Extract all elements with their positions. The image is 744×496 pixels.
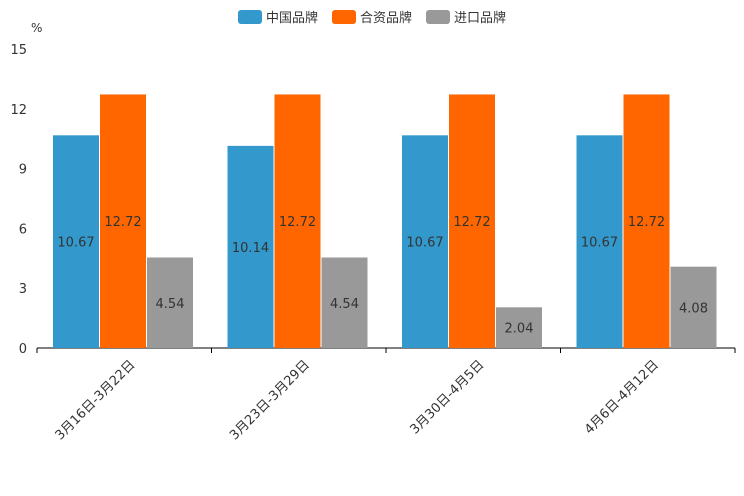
x-tick-label: 3月30日-4月5日 bbox=[407, 358, 487, 438]
data-label: 2.04 bbox=[505, 322, 534, 337]
data-label: 12.72 bbox=[279, 215, 316, 230]
legend-item-3[interactable]: 进口品牌 bbox=[426, 7, 506, 26]
bar-3-1 bbox=[147, 257, 193, 348]
bar-2-4 bbox=[623, 94, 670, 348]
y-tick-label: 9 bbox=[19, 163, 27, 178]
x-tick-label: 4月6日-4月12日 bbox=[582, 358, 662, 438]
legend-swatch bbox=[237, 9, 262, 24]
legend-swatch bbox=[331, 9, 356, 24]
chart-legend: 中国品牌 合资品牌 进口品牌 bbox=[0, 7, 744, 26]
bar-1-3 bbox=[402, 135, 448, 348]
bar-2-2 bbox=[274, 94, 321, 348]
legend-label: 合资品牌 bbox=[359, 11, 412, 26]
bar-1-2 bbox=[227, 145, 274, 348]
bar-3-2 bbox=[321, 257, 368, 348]
y-axis-unit: % bbox=[31, 21, 43, 35]
y-tick-label: 3 bbox=[19, 282, 27, 297]
bar-3-3 bbox=[496, 307, 542, 348]
y-tick-label: 15 bbox=[10, 43, 27, 58]
data-label: 4.08 bbox=[679, 301, 708, 316]
legend-label: 进口品牌 bbox=[454, 11, 507, 26]
data-label: 12.72 bbox=[104, 215, 141, 230]
bar-1-1 bbox=[53, 135, 99, 348]
bar-1-4 bbox=[576, 135, 623, 348]
legend-swatch bbox=[426, 9, 450, 24]
y-tick-label: 6 bbox=[19, 222, 27, 237]
data-label: 12.72 bbox=[628, 215, 665, 230]
data-label: 4.54 bbox=[330, 297, 359, 312]
data-label: 4.54 bbox=[156, 297, 185, 312]
x-tick-label: 3月16日-3月22日 bbox=[53, 358, 139, 444]
data-label: 10.67 bbox=[581, 236, 618, 251]
data-label: 12.72 bbox=[453, 215, 490, 230]
bar-3-4 bbox=[670, 266, 717, 348]
data-label: 10.67 bbox=[406, 236, 443, 251]
legend-item-2[interactable]: 合资品牌 bbox=[331, 7, 412, 26]
x-tick-label: 3月23日-3月29日 bbox=[227, 358, 313, 444]
legend-item-1[interactable]: 中国品牌 bbox=[237, 7, 318, 26]
data-label: 10.67 bbox=[57, 236, 94, 251]
bar-2-3 bbox=[449, 94, 495, 348]
legend-label: 中国品牌 bbox=[265, 11, 318, 26]
y-tick-label: 12 bbox=[10, 103, 27, 118]
bar-2-1 bbox=[100, 94, 146, 348]
y-tick-label: 0 bbox=[19, 342, 27, 357]
data-label: 10.14 bbox=[232, 241, 269, 256]
